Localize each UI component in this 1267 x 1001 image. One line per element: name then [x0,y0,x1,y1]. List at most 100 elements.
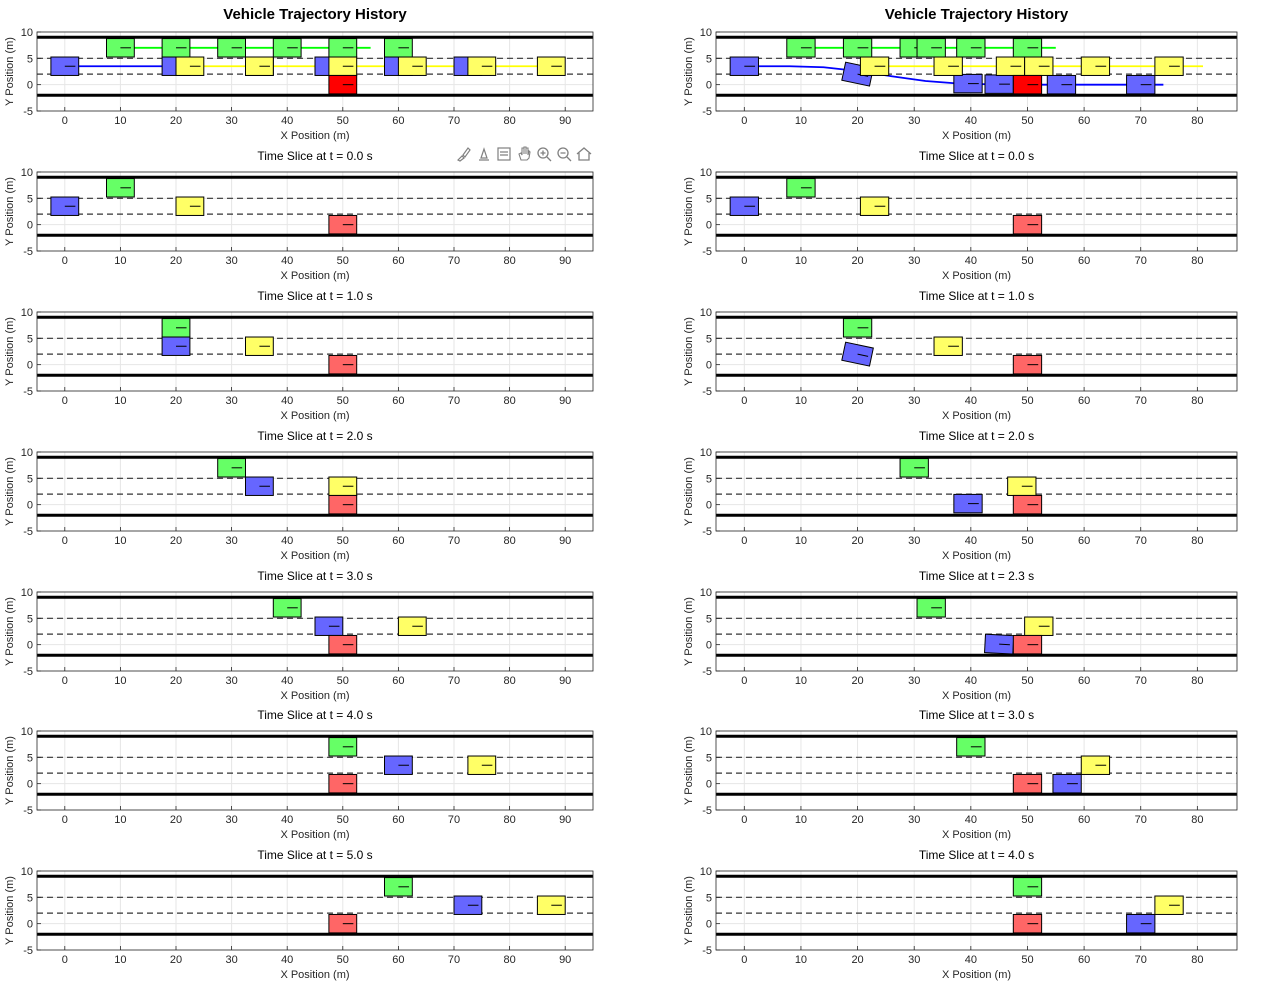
vehicle-yellow[interactable] [397,56,427,76]
vehicle-green[interactable] [272,598,302,618]
vehicle-blue[interactable] [729,196,759,216]
vehicle-blue[interactable] [453,895,483,915]
brush-icon[interactable] [455,145,473,163]
vehicle-yellow[interactable] [244,336,274,356]
vehicle-yellow[interactable] [1154,56,1184,76]
vehicle-yellow[interactable] [1080,755,1111,775]
data-tips-icon[interactable] [475,145,493,163]
vehicle-green[interactable] [916,38,946,58]
vehicle-blue[interactable] [1052,773,1082,794]
vehicle-yellow[interactable] [1024,56,1054,76]
vehicle-yellow[interactable] [933,336,963,356]
vehicle-blue[interactable] [729,56,759,76]
vehicle-blue[interactable] [953,493,983,514]
vehicle-green[interactable] [899,458,929,478]
vehicle-red[interactable] [328,634,358,655]
vehicle-yellow[interactable] [175,56,205,76]
vehicle-blue[interactable] [841,341,874,367]
zoom-in-icon[interactable] [535,145,553,163]
vehicle-green[interactable] [1012,877,1043,897]
vehicle-blue[interactable] [50,196,80,216]
plot-area[interactable] [716,871,1237,950]
vehicle-blue[interactable] [161,336,191,356]
plot-area[interactable] [716,592,1237,671]
vehicle-green[interactable] [328,38,358,58]
vehicle-yellow[interactable] [1007,476,1037,496]
vehicle-green[interactable] [1012,38,1043,58]
vehicle-yellow[interactable] [1080,56,1111,76]
vehicle-yellow[interactable] [859,196,890,216]
vehicle-red[interactable] [1012,634,1043,655]
vehicle-blue[interactable] [50,56,80,76]
vehicle-yellow[interactable] [1154,895,1184,915]
vehicle-yellow[interactable] [859,56,890,76]
vehicle-blue[interactable] [244,476,274,496]
vehicle-red[interactable] [328,494,358,515]
vehicle-yellow[interactable] [175,196,205,216]
vehicle-yellow[interactable] [328,56,358,76]
vehicle-green[interactable] [217,38,247,58]
vehicle-blue[interactable] [1046,74,1077,95]
vehicle-green[interactable] [161,38,191,58]
zoom-out-icon[interactable] [555,145,573,163]
home-icon[interactable] [575,145,593,163]
pan-icon[interactable] [515,145,533,163]
x-tick-label: 50 [337,395,349,407]
subplot-right-3: 0 10 20 30 40 50 60 70 80 -5 0 5 10 X Position (m) Y P… [683,429,1238,562]
vehicle-green[interactable] [956,737,986,757]
vehicle-red[interactable] [328,913,358,934]
vehicle-green[interactable] [956,38,986,58]
vehicle-yellow[interactable] [536,56,566,76]
plot-area[interactable] [37,731,593,810]
plot-area[interactable] [37,312,593,391]
vehicle-blue[interactable] [1126,74,1156,95]
x-tick-label: 80 [1191,395,1203,407]
vehicle-green[interactable] [383,877,413,897]
vehicle-red[interactable] [328,214,358,235]
subplot-title: Time Slice at t = 4.0 s [257,708,372,722]
vehicle-yellow[interactable] [397,616,427,636]
vehicle-red[interactable] [1012,214,1043,235]
vehicle-green[interactable] [217,458,247,478]
vehicle-blue[interactable] [984,633,1015,655]
plot-area[interactable] [716,452,1237,531]
plot-area[interactable] [37,871,593,950]
vehicle-red[interactable] [328,773,358,794]
vehicle-red[interactable] [328,74,358,95]
vehicle-green[interactable] [786,38,816,58]
vehicle-red[interactable] [1012,494,1043,515]
vehicle-green[interactable] [328,737,358,757]
vehicle-green[interactable] [161,318,191,338]
x-tick-label: 40 [965,255,977,267]
plot-area[interactable] [37,452,593,531]
plot-area[interactable] [716,312,1237,391]
vehicle-red[interactable] [328,354,358,375]
vehicle-red[interactable] [1012,913,1043,934]
vehicle-red[interactable] [1012,773,1043,794]
vehicle-yellow[interactable] [933,56,963,76]
vehicle-green[interactable] [106,178,135,198]
vehicle-blue[interactable] [984,74,1014,94]
vehicle-red[interactable] [1012,74,1043,95]
vehicle-green[interactable] [842,318,873,338]
axes-box [36,730,594,811]
vehicle-green[interactable] [106,38,135,58]
vehicle-yellow[interactable] [244,56,274,76]
vehicle-blue[interactable] [383,755,413,775]
vehicle-blue[interactable] [314,616,344,636]
vehicle-yellow[interactable] [1024,616,1054,636]
vehicle-green[interactable] [383,38,413,58]
vehicle-green[interactable] [786,178,816,198]
vehicle-green[interactable] [842,38,873,58]
vehicle-yellow[interactable] [995,56,1026,76]
vehicle-yellow[interactable] [467,755,497,775]
vehicle-green[interactable] [272,38,302,58]
vehicle-yellow[interactable] [536,895,566,915]
vehicle-yellow[interactable] [467,56,497,76]
restore-view-icon[interactable] [495,145,513,163]
vehicle-yellow[interactable] [328,476,358,496]
vehicle-green[interactable] [916,598,946,618]
vehicle-blue[interactable] [953,73,983,94]
vehicle-blue[interactable] [1126,913,1156,934]
vehicle-red[interactable] [1012,354,1043,375]
